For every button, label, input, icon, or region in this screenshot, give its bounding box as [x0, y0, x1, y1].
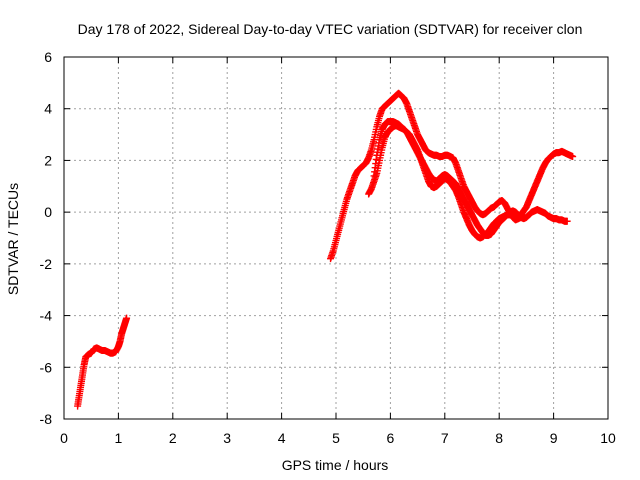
data-point — [569, 153, 577, 161]
x-tick-label: 5 — [332, 430, 340, 446]
x-tick-label: 3 — [223, 430, 231, 446]
data-point — [563, 217, 571, 225]
y-tick-label: 0 — [44, 204, 52, 220]
x-axis-label: GPS time / hours — [282, 457, 389, 473]
chart-title: Day 178 of 2022, Sidereal Day-to-day VTE… — [78, 21, 583, 37]
y-tick-label: 4 — [44, 101, 52, 117]
x-tick-label: 10 — [600, 430, 616, 446]
x-tick-label: 6 — [387, 430, 395, 446]
x-tick-label: 9 — [550, 430, 558, 446]
y-tick-label: 6 — [44, 49, 52, 65]
y-tick-label: -6 — [40, 359, 53, 375]
y-tick-label: -2 — [40, 256, 53, 272]
y-tick-label: -8 — [40, 411, 53, 427]
y-tick-label: 2 — [44, 152, 52, 168]
data-point — [123, 314, 131, 322]
x-tick-label: 0 — [60, 430, 68, 446]
x-tick-label: 4 — [278, 430, 286, 446]
y-axis-label: SDTVAR / TECUs — [5, 183, 21, 295]
x-tick-label: 7 — [441, 430, 449, 446]
x-tick-label: 1 — [115, 430, 123, 446]
x-tick-label: 8 — [495, 430, 503, 446]
data-points — [74, 89, 577, 410]
x-tick-label: 2 — [169, 430, 177, 446]
axis-ticks: 0 1 2 3 4 5 6 7 8 9 10 -8 -6 -4 -2 0 2 4 6 — [40, 49, 616, 446]
y-tick-label: -4 — [40, 308, 53, 324]
